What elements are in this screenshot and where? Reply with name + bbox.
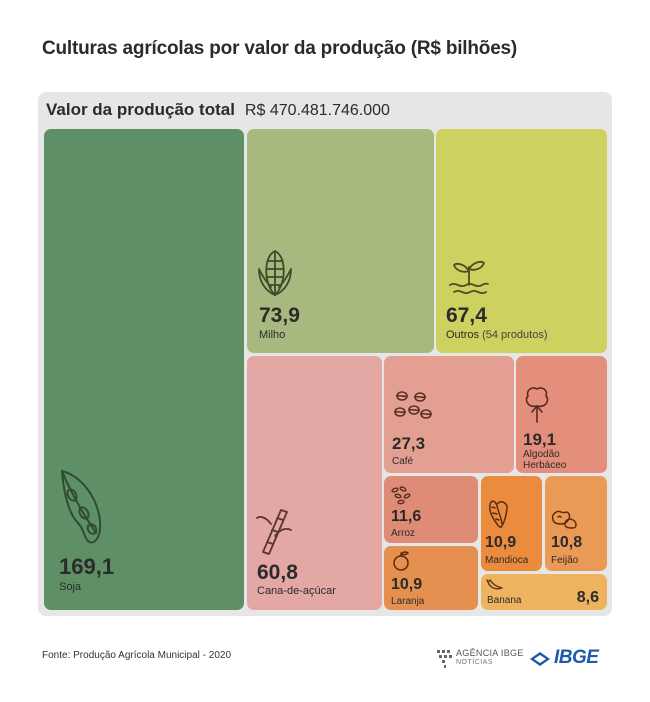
value-laranja: 10,9	[391, 576, 423, 593]
tile-cafe: 27,3 Café	[384, 356, 514, 473]
value-algodao: 19,1	[523, 430, 557, 449]
beans-icon	[551, 510, 577, 529]
banana-icon	[486, 579, 503, 590]
label-soja: Soja	[59, 581, 82, 593]
ibge-mark-icon	[530, 652, 550, 666]
label-banana: Banana	[487, 595, 522, 606]
value-outros: 67,4	[446, 304, 487, 327]
tile-banana: Banana 8,6	[481, 574, 607, 610]
tile-algodao: 19,1 Algodão Herbáceo	[516, 356, 607, 473]
label-outros-note: (54 produtos)	[482, 329, 548, 341]
rice-icon	[391, 486, 411, 505]
value-cana: 60,8	[257, 561, 298, 584]
orange-icon	[393, 551, 410, 571]
coffee-beans-icon	[394, 391, 432, 419]
agencia-line2: NOTÍCIAS	[456, 659, 494, 666]
label-mandioca: Mandioca	[485, 555, 529, 566]
tile-feijao: 10,8 Feijão	[545, 476, 607, 571]
label-feijao: Feijão	[551, 555, 579, 566]
tile-cana: 60,8 Cana-de-açúcar	[247, 356, 382, 610]
label-milho: Milho	[259, 329, 286, 341]
label-laranja: Laranja	[391, 596, 425, 607]
tile-laranja: 10,9 Laranja	[384, 546, 478, 610]
sprout-icon	[449, 261, 489, 295]
label-cana: Cana-de-açúcar	[257, 585, 336, 597]
sugarcane-icon	[256, 509, 292, 555]
label-algodao: Algodão Herbáceo	[523, 449, 567, 471]
value-soja: 169,1	[59, 554, 115, 579]
agencia-ibge-logo: AGÊNCIA IBGE NOTÍCIAS	[436, 646, 523, 670]
value-mandioca: 10,9	[485, 534, 517, 551]
cotton-icon	[525, 387, 549, 423]
label-cafe: Café	[392, 456, 414, 467]
agencia-dots-icon	[437, 650, 452, 668]
value-feijao: 10,8	[551, 534, 583, 551]
value-cafe: 27,3	[392, 434, 426, 453]
ibge-wordmark: IBGE	[554, 647, 599, 668]
total-production: Valor da produção total R$ 470.481.746.00…	[46, 100, 390, 120]
tile-soja: 169,1 Soja	[44, 129, 244, 610]
tile-milho: 73,9 Milho	[247, 129, 434, 353]
agencia-line1: AGÊNCIA IBGE	[456, 648, 524, 658]
chart-title: Culturas agrícolas por valor da produção…	[42, 38, 518, 59]
ibge-logo: IBGE	[528, 646, 610, 670]
source-note: Fonte: Produção Agrícola Municipal - 202…	[42, 650, 231, 661]
tile-outros: 67,4 Outros (54 produtos)	[436, 129, 607, 353]
total-value: R$ 470.481.746.000	[244, 102, 390, 119]
value-milho: 73,9	[259, 304, 300, 327]
cassava-icon	[489, 500, 508, 528]
label-outros: Outros (54 produtos)	[446, 329, 548, 341]
value-arroz: 11,6	[391, 508, 422, 525]
tile-arroz: 11,6 Arroz	[384, 476, 478, 543]
label-outros-name: Outros	[446, 329, 480, 341]
total-label: Valor da produção total	[46, 100, 235, 119]
value-banana: 8,6	[576, 589, 599, 606]
soybean-icon	[61, 470, 102, 544]
tile-mandioca: 10,9 Mandioca	[481, 476, 542, 571]
label-arroz: Arroz	[391, 528, 415, 539]
corn-icon	[258, 250, 292, 296]
